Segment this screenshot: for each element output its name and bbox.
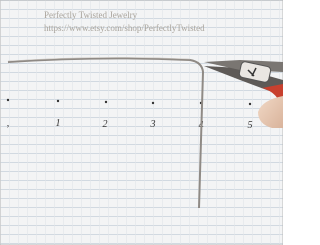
photo: Perfectly Twisted Jewelry https://www.et… bbox=[0, 0, 283, 245]
ruler-label: 3 bbox=[150, 119, 156, 130]
tick-mark: , bbox=[7, 118, 10, 129]
watermark-url: https://www.etsy.com/shop/PerfectlyTwist… bbox=[44, 23, 205, 33]
watermark-title: Perfectly Twisted Jewelry bbox=[44, 10, 138, 20]
ruler-label: 2 bbox=[103, 119, 108, 130]
graph-paper bbox=[0, 0, 283, 245]
ruler-label: 1 bbox=[56, 118, 61, 129]
ruler-label: 5 bbox=[248, 120, 253, 131]
